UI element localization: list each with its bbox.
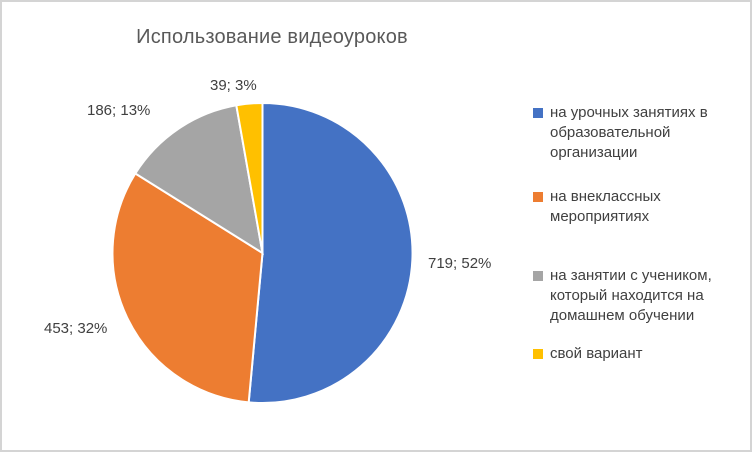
chart-title: Использование видеоуроков (136, 26, 408, 48)
legend-item-label: на занятии с учеником, который находится… (550, 267, 712, 324)
data-label-slice-1: 719; 52% (428, 255, 492, 272)
legend-item-2[interactable]: на внеклассных мероприятиях (533, 187, 745, 227)
legend-item-3[interactable]: на занятии с учеником, который находится… (533, 266, 745, 326)
legend-marker-icon (533, 271, 543, 281)
legend-item-1[interactable]: на урочных занятиях в образовательной ор… (533, 103, 745, 163)
pie-slice-4[interactable] (235, 101, 264, 254)
legend-marker-icon (533, 192, 543, 202)
data-label-slice-2: 453; 32% (44, 320, 108, 337)
legend-item-label: на урочных занятиях в образовательной ор… (550, 104, 708, 161)
data-label-slice-4: 39; 3% (210, 77, 257, 94)
data-label-slice-3: 186; 13% (87, 102, 151, 119)
legend-marker-icon (533, 349, 543, 359)
legend-marker-icon (533, 108, 543, 118)
legend-item-label: на внеклассных мероприятиях (550, 188, 661, 225)
legend-item-label: свой вариант (550, 345, 643, 362)
legend-item-4[interactable]: свой вариант (533, 344, 745, 364)
chart-legend: на урочных занятиях в образовательной ор… (533, 103, 745, 364)
pie-slice-1[interactable] (247, 101, 414, 404)
pie-slice-3[interactable] (133, 104, 264, 256)
